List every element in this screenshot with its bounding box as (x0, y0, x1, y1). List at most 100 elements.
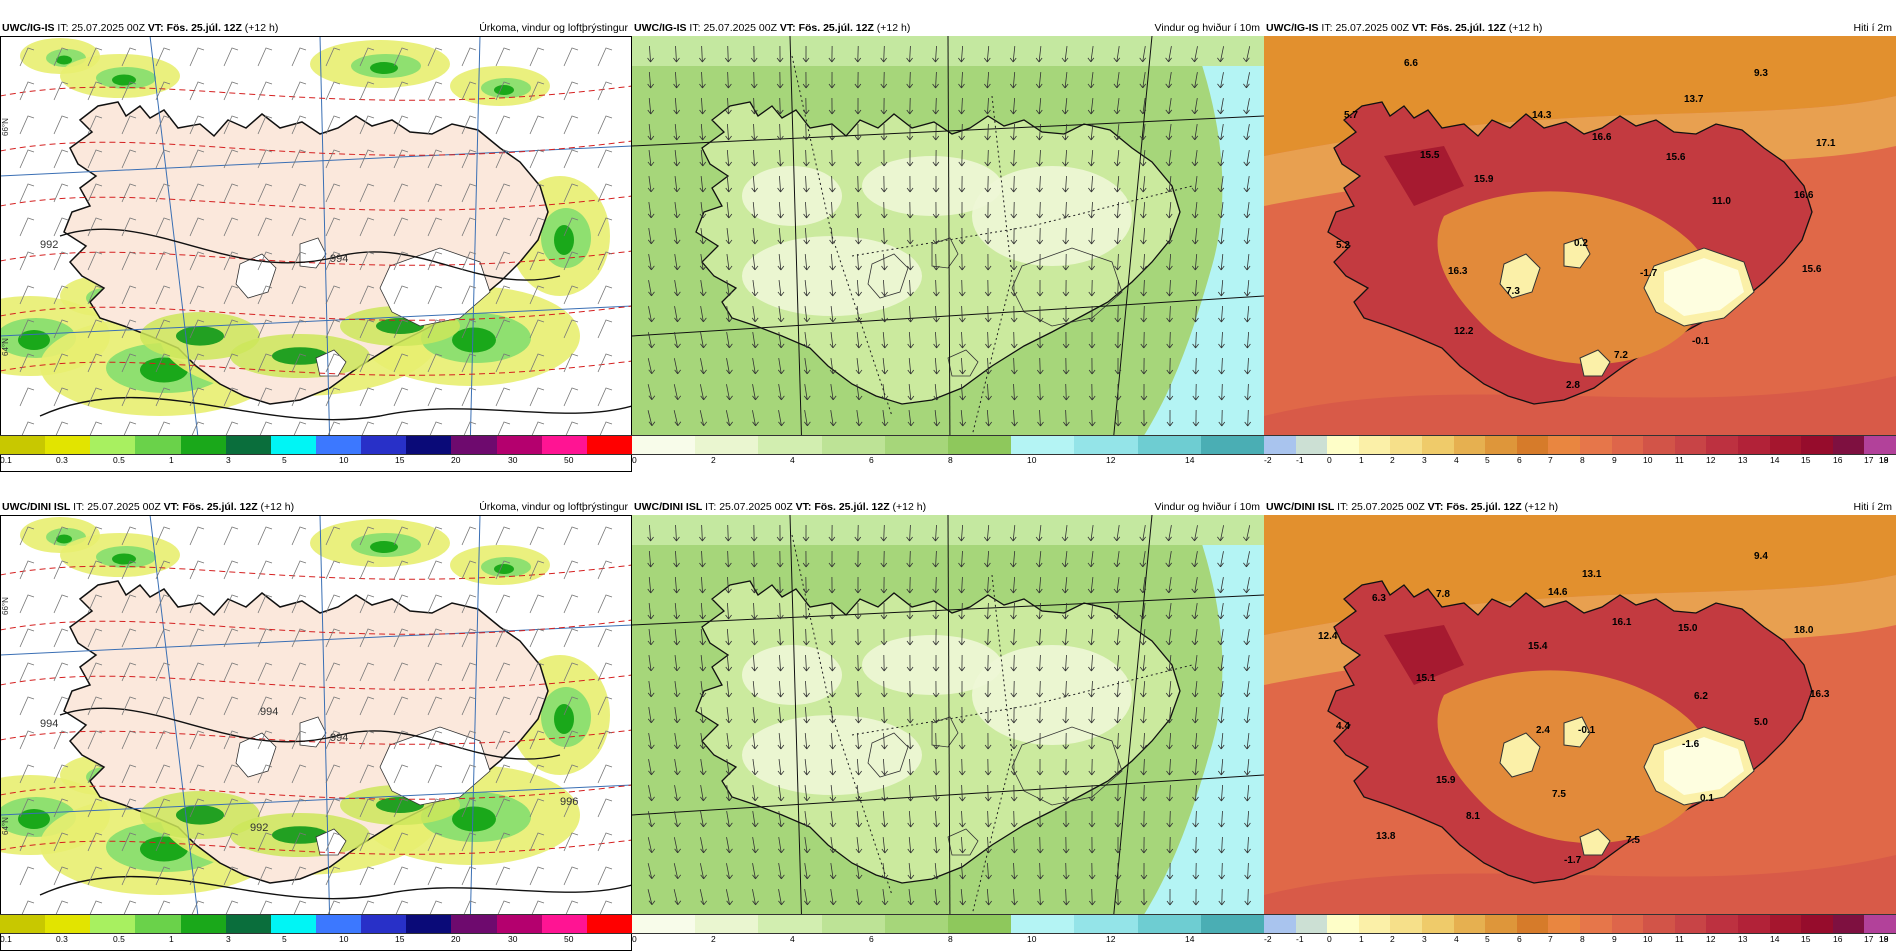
wind-arrow (1243, 72, 1250, 89)
wind-arrow (906, 602, 914, 620)
colorbar-segment (1832, 915, 1865, 933)
wind-barb (427, 251, 443, 271)
colorbar-tick-label: 0 (1327, 934, 1332, 944)
wind-arrow (1062, 305, 1070, 323)
temperature-label: 16.3 (1810, 689, 1830, 700)
wind-barb (291, 149, 307, 169)
wind-arrow (778, 889, 785, 906)
glacier-outline (947, 828, 979, 856)
colorbar-tick-label: 6 (1517, 455, 1522, 465)
wind-arrow (1036, 123, 1043, 141)
colorbar-segment (1611, 915, 1644, 933)
colorbar-segment (225, 436, 271, 454)
wind-barb (393, 900, 409, 920)
wind-arrow (803, 201, 810, 219)
panel-header: UWC/DINI ISL IT: 25.07.2025 00Z VT: Fös.… (0, 498, 632, 515)
wind-arrow (1192, 305, 1199, 323)
wind-arrow (906, 576, 914, 594)
wind-arrow (1139, 577, 1147, 594)
wind-barb (597, 526, 613, 546)
colorbar-tick-label: 7 (1548, 934, 1553, 944)
wind-arrow (777, 811, 785, 828)
wind-barb (223, 662, 239, 682)
wind-barb (291, 217, 307, 237)
colorbar (1264, 914, 1896, 934)
colorbar-tick-label: 16 (1833, 934, 1843, 944)
wind-barb (393, 421, 409, 441)
wind-barb (155, 594, 171, 614)
wind-barb (155, 149, 171, 169)
wind-arrow (907, 305, 914, 323)
wind-barb (155, 319, 171, 339)
wind-arrow (932, 253, 940, 271)
wind-barb (87, 594, 103, 614)
wind-barb (461, 115, 477, 135)
wind-arrow (828, 602, 836, 620)
wind-arrow (933, 810, 940, 828)
wind-barb (427, 594, 443, 614)
colorbar-tick-label: 1 (169, 934, 174, 944)
wind-arrow (1087, 525, 1095, 542)
colorbar-segment (821, 915, 885, 933)
wind-arrow (777, 837, 785, 854)
panel-title: Úrkoma, vindur og loftþrýstingur (479, 501, 628, 513)
wind-barb (427, 217, 443, 237)
wind-barb (121, 183, 137, 203)
wind-barb (223, 696, 239, 716)
temperature-label: 5.0 (1754, 717, 1768, 728)
wind-barb (121, 217, 137, 237)
wind-barb (359, 319, 375, 339)
wind-arrow (776, 97, 784, 115)
wind-arrow (985, 357, 992, 375)
wind-arrow (958, 576, 965, 594)
wind-barb (359, 594, 375, 614)
colorbar-tick-label: -1 (1296, 934, 1304, 944)
wind-arrow (1166, 732, 1173, 750)
run-info: UWC/DINI ISL IT: 25.07.2025 00Z VT: Fös.… (634, 501, 926, 513)
wind-barb (359, 560, 375, 580)
colorbar-segment (1579, 915, 1612, 933)
wind-arrow (674, 759, 681, 776)
wind-arrow (751, 332, 759, 349)
wind-barb (597, 47, 613, 67)
wind-barb (223, 594, 239, 614)
wind-arrow (855, 227, 862, 245)
wind-arrow (725, 149, 732, 167)
wind-barb (291, 764, 307, 784)
wind-arrow (724, 524, 732, 542)
wind-arrow (1166, 357, 1174, 375)
run-info: UWC/IG-IS IT: 25.07.2025 00Z VT: Fös. 25… (2, 22, 278, 34)
wind-arrow (1165, 551, 1173, 568)
wind-arrow (932, 123, 940, 141)
temperature-label: 15.1 (1416, 673, 1436, 684)
wind-barb (529, 866, 545, 886)
lead-time: (+12 h) (876, 22, 911, 34)
wind-barb (53, 798, 69, 818)
wind-barb (325, 900, 341, 920)
wind-arrow (673, 71, 680, 89)
isobar (59, 228, 561, 281)
wind-arrow (932, 706, 940, 724)
colorbar-tick-label: 1 (169, 455, 174, 465)
map-area: 994 994 992 994 996 66°N 64°N (0, 515, 632, 933)
precip-area (272, 347, 328, 365)
wind-barb (427, 900, 443, 920)
init-time: 25.07.2025 00Z (1351, 501, 1425, 513)
wind-arrow (776, 576, 784, 594)
wind-barb (359, 251, 375, 271)
wind-barb (461, 832, 477, 852)
wind-arrow (700, 811, 707, 828)
wind-arrow (1243, 202, 1251, 219)
colorbar-tick-label: 3 (1422, 934, 1427, 944)
temperature-label: 17.1 (1816, 138, 1836, 149)
wind-arrow (1166, 888, 1174, 906)
wind-barb (189, 900, 205, 920)
wind-arrow (932, 149, 940, 167)
wind-barb (257, 149, 273, 169)
colorbar-segment (1295, 915, 1328, 933)
glacier (379, 247, 491, 327)
colorbar-ticks: 0.1 0.3 0.5 1 3 5 10 15 20 30 50 (0, 455, 632, 467)
graticule-line (319, 36, 331, 454)
model-name: UWC/DINI ISL (634, 501, 703, 513)
temperature-label: -1.6 (1682, 739, 1700, 750)
